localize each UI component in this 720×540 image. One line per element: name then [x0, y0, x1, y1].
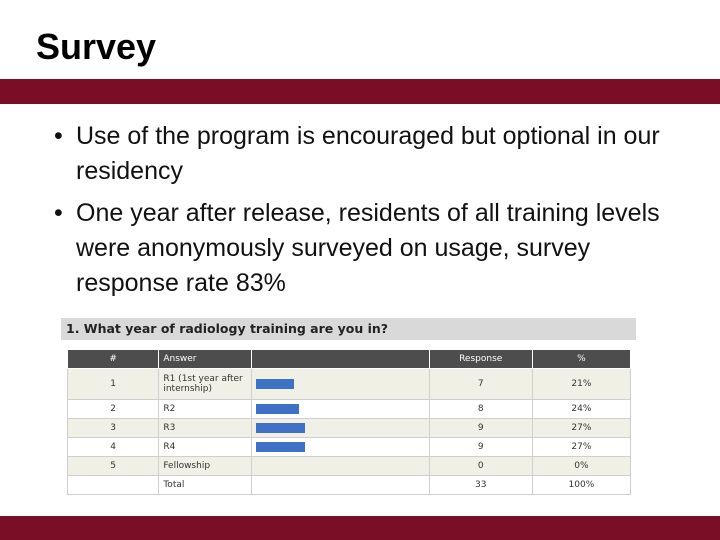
title-accent-bar — [0, 79, 720, 104]
row-response: 9 — [428, 418, 533, 438]
response-bar — [255, 378, 294, 389]
total-response: 33 — [428, 475, 533, 495]
survey-results-image: 1. What year of radiology training are y… — [61, 318, 636, 495]
table-row: 1 R1 (1st year after internship) 7 21% — [66, 368, 632, 400]
row-num: 2 — [66, 399, 160, 419]
header-pct: % — [531, 349, 632, 369]
row-pct: 21% — [531, 368, 632, 400]
table-total-row: Total 33 100% — [66, 475, 632, 495]
response-bar — [255, 422, 305, 433]
row-bar-cell — [250, 437, 430, 457]
header-response: Response — [428, 349, 533, 369]
bullet-item: • Use of the program is encouraged but op… — [52, 119, 692, 189]
row-response: 7 — [428, 368, 533, 400]
bullet-icon: • — [54, 199, 63, 227]
table-row: 2 R2 8 24% — [66, 399, 632, 419]
response-bar — [255, 403, 299, 414]
footer-accent-bar — [0, 516, 720, 540]
row-pct: 27% — [531, 418, 632, 438]
row-num: 4 — [66, 437, 160, 457]
table-row: 4 R4 9 27% — [66, 437, 632, 457]
survey-question: 1. What year of radiology training are y… — [61, 318, 636, 340]
row-num: 5 — [66, 456, 160, 476]
row-num: 1 — [66, 368, 160, 400]
bullet-list: • Use of the program is encouraged but op… — [52, 119, 692, 308]
row-answer: R4 — [158, 437, 252, 457]
row-answer: R3 — [158, 418, 252, 438]
row-response: 0 — [428, 456, 533, 476]
header-bar — [250, 349, 430, 369]
row-pct: 24% — [531, 399, 632, 419]
header-num: # — [66, 349, 160, 369]
table-row: 5 Fellowship 0 0% — [66, 456, 632, 476]
slide-title: Survey — [36, 26, 157, 67]
response-bar — [255, 441, 305, 452]
row-answer: Fellowship — [158, 456, 252, 476]
survey-results-table: # Answer Response % 1 R1 (1st year after… — [66, 349, 632, 495]
row-response: 8 — [428, 399, 533, 419]
bullet-item: • One year after release, residents of al… — [52, 196, 692, 301]
row-num: 3 — [66, 418, 160, 438]
row-pct: 0% — [531, 456, 632, 476]
row-answer: R2 — [158, 399, 252, 419]
row-bar-cell — [250, 456, 430, 476]
bullet-icon: • — [54, 122, 63, 150]
row-bar-cell — [250, 368, 430, 400]
row-answer: R1 (1st year after internship) — [158, 368, 252, 400]
total-label: Total — [158, 475, 252, 495]
table-row: 3 R3 9 27% — [66, 418, 632, 438]
header-answer: Answer — [158, 349, 252, 369]
row-bar-cell — [250, 418, 430, 438]
row-bar-cell — [250, 399, 430, 419]
row-pct: 27% — [531, 437, 632, 457]
total-pct: 100% — [531, 475, 632, 495]
row-response: 9 — [428, 437, 533, 457]
table-header-row: # Answer Response % — [66, 349, 632, 369]
